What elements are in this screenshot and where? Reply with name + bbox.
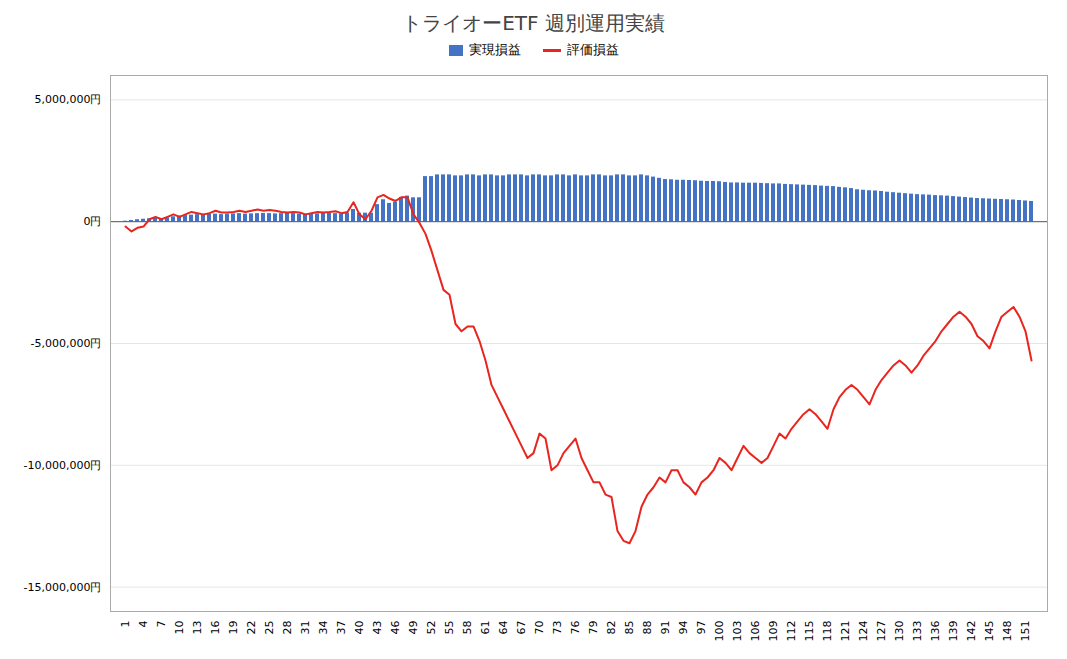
html-text:実現損益: 実現損益 xyxy=(468,42,521,57)
svg-text:61: 61 xyxy=(479,621,492,635)
svg-text:1: 1 xyxy=(119,621,132,628)
svg-text:46: 46 xyxy=(389,621,402,635)
svg-text:67: 67 xyxy=(515,621,528,635)
svg-text:37: 37 xyxy=(335,621,348,635)
svg-text:115: 115 xyxy=(803,621,816,642)
svg-text:109: 109 xyxy=(767,621,780,642)
svg-text:64: 64 xyxy=(497,621,510,635)
svg-text:16: 16 xyxy=(209,621,222,635)
svg-text:82: 82 xyxy=(605,621,618,635)
svg-text:97: 97 xyxy=(695,621,708,635)
svg-text:22: 22 xyxy=(245,621,258,635)
svg-text:7: 7 xyxy=(155,621,168,628)
svg-text:121: 121 xyxy=(839,621,852,642)
svg-text:133: 133 xyxy=(911,621,924,642)
svg-text:-10,000,000円: -10,000,000円 xyxy=(24,459,102,472)
svg-text:124: 124 xyxy=(857,621,870,642)
svg-text:76: 76 xyxy=(569,621,582,635)
svg-text:85: 85 xyxy=(623,621,636,635)
svg-text:55: 55 xyxy=(443,621,456,635)
svg-text:13: 13 xyxy=(191,621,204,635)
svg-text:58: 58 xyxy=(461,621,474,635)
svg-text:79: 79 xyxy=(587,621,600,635)
svg-text:142: 142 xyxy=(965,621,978,642)
svg-text:-5,000,000円: -5,000,000円 xyxy=(31,337,102,350)
svg-text:0円: 0円 xyxy=(84,215,102,228)
svg-text:100: 100 xyxy=(713,621,726,642)
svg-text:88: 88 xyxy=(641,621,654,635)
svg-text:145: 145 xyxy=(983,621,996,642)
svg-text:127: 127 xyxy=(875,621,888,642)
svg-text:25: 25 xyxy=(263,621,276,635)
svg-text:130: 130 xyxy=(893,621,906,642)
svg-text:28: 28 xyxy=(281,621,294,635)
html-text:評価損益: 評価損益 xyxy=(566,42,619,57)
svg-text:94: 94 xyxy=(677,621,690,635)
svg-text:73: 73 xyxy=(551,621,564,635)
svg-text:70: 70 xyxy=(533,621,546,635)
svg-text:10: 10 xyxy=(173,621,186,635)
svg-text:4: 4 xyxy=(137,621,150,628)
svg-text:5,000,000円: 5,000,000円 xyxy=(35,93,102,106)
html-text:トライオーETF 週別運用実績: トライオーETF 週別運用実績 xyxy=(402,11,665,35)
svg-text:136: 136 xyxy=(929,621,942,642)
svg-text:148: 148 xyxy=(1001,621,1014,642)
svg-text:151: 151 xyxy=(1019,621,1032,642)
svg-text:19: 19 xyxy=(227,621,240,635)
svg-text:34: 34 xyxy=(317,621,330,635)
svg-text:52: 52 xyxy=(425,621,438,635)
svg-text:112: 112 xyxy=(785,621,798,642)
svg-text:-15,000,000円: -15,000,000円 xyxy=(24,581,102,594)
svg-text:31: 31 xyxy=(299,621,312,635)
svg-text:103: 103 xyxy=(731,621,744,642)
svg-text:139: 139 xyxy=(947,621,960,642)
svg-text:43: 43 xyxy=(371,621,384,635)
svg-text:118: 118 xyxy=(821,621,834,642)
svg-text:91: 91 xyxy=(659,621,672,635)
svg-text:49: 49 xyxy=(407,621,420,635)
svg-text:40: 40 xyxy=(353,621,366,635)
svg-text:106: 106 xyxy=(749,621,762,642)
